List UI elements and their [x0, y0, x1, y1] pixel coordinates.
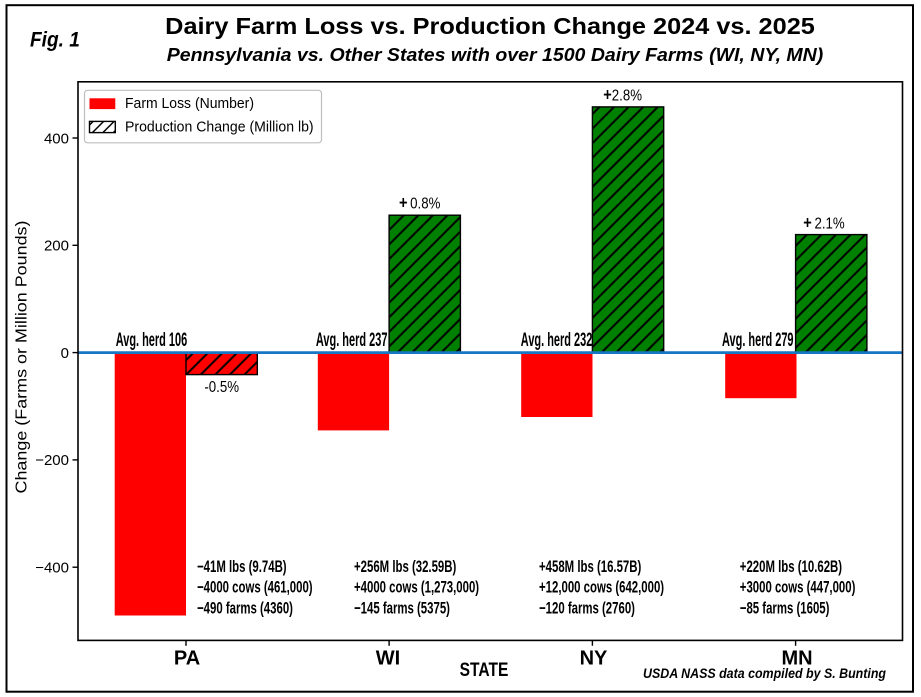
svg-text:Pennsylvania vs. Other States: Pennsylvania vs. Other States with over …	[167, 45, 824, 65]
svg-text:Avg. herd 237: Avg. herd 237	[316, 330, 388, 351]
svg-text:-0.5%: -0.5%	[204, 379, 239, 396]
svg-text:−490 farms (4360): −490 farms (4360)	[197, 599, 293, 618]
svg-text:−400: −400	[35, 560, 69, 577]
svg-text:Avg. herd 106: Avg. herd 106	[116, 330, 188, 351]
svg-text:WI: WI	[376, 647, 400, 669]
svg-text:−145 farms (5375): −145 farms (5375)	[354, 599, 450, 618]
svg-text:0: 0	[61, 345, 69, 362]
svg-text:200: 200	[44, 238, 69, 255]
svg-text:Farm Loss (Number): Farm Loss (Number)	[125, 96, 254, 112]
svg-text:+3000 cows (447,000): +3000 cows (447,000)	[740, 578, 856, 597]
svg-text:+220M lbs (10.62B): +220M lbs (10.62B)	[740, 557, 842, 576]
svg-text:+458M lbs (16.57B): +458M lbs (16.57B)	[539, 557, 641, 576]
svg-text:PA: PA	[174, 647, 200, 669]
svg-text:Dairy Farm Loss vs. Production: Dairy Farm Loss vs. Production Change 20…	[165, 14, 815, 40]
svg-text:+256M lbs (32.59B): +256M lbs (32.59B)	[354, 557, 456, 576]
svg-text:+ 2.1%: + 2.1%	[803, 213, 844, 232]
svg-text:−120 farms (2760): −120 farms (2760)	[539, 599, 635, 618]
svg-text:+ 0.8%: + 0.8%	[399, 193, 440, 212]
svg-text:Avg. herd 279: Avg. herd 279	[722, 330, 794, 351]
svg-text:+12,000 cows (642,000): +12,000 cows (642,000)	[539, 578, 664, 597]
svg-text:Avg. herd 232: Avg. herd 232	[521, 330, 593, 351]
svg-text:STATE: STATE	[460, 658, 509, 680]
svg-text:+2.8%: +2.8%	[603, 85, 642, 104]
svg-text:MN: MN	[781, 647, 812, 669]
svg-text:−41M lbs (9.74B): −41M lbs (9.74B)	[197, 557, 287, 576]
svg-text:−85 farms (1605): −85 farms (1605)	[740, 599, 830, 618]
svg-text:Fig. 1: Fig. 1	[30, 29, 80, 52]
svg-text:Change (Farms or Million Pound: Change (Farms or Million Pounds)	[14, 221, 31, 494]
svg-text:400: 400	[44, 130, 69, 147]
svg-text:+4000 cows (1,273,000): +4000 cows (1,273,000)	[354, 578, 479, 597]
svg-text:USDA NASS data compiled by S.: USDA NASS data compiled by S. Bunting	[643, 665, 886, 681]
svg-text:Production Change (Million lb): Production Change (Million lb)	[125, 119, 314, 135]
svg-text:−200: −200	[35, 452, 69, 469]
svg-text:NY: NY	[580, 647, 608, 669]
svg-text:−4000 cows (461,000): −4000 cows (461,000)	[197, 578, 313, 597]
